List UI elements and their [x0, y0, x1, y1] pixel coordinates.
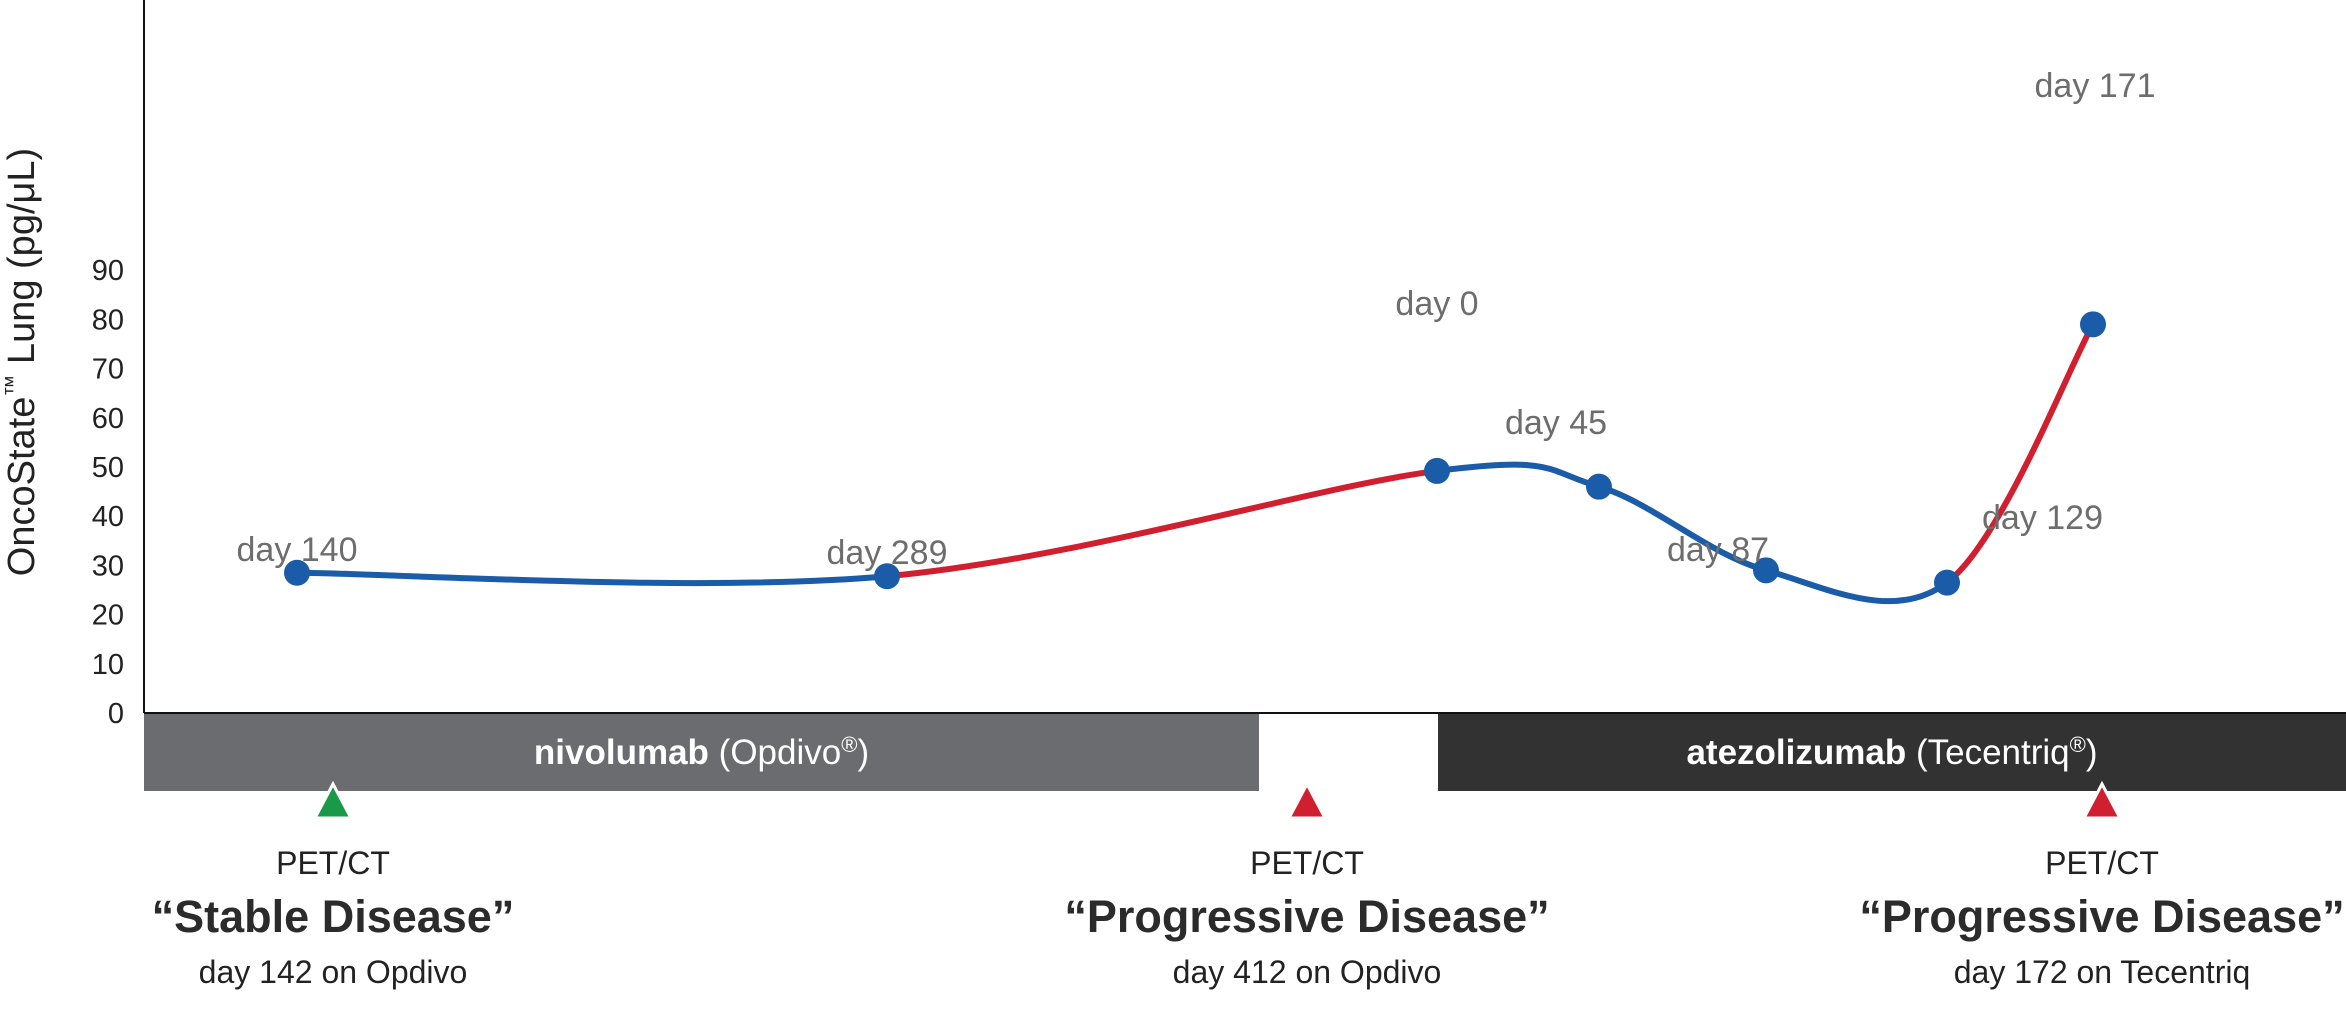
data-points: day 140 day 289 day 0 day 45 day 87 day 129 da…: [237, 67, 2156, 596]
y-axis-label-main: OncoState: [1, 397, 43, 577]
scan-marker-triangle: [1286, 780, 1328, 820]
data-point: [2080, 311, 2106, 338]
line-segment: [884, 467, 1440, 580]
brand-close: ): [857, 733, 869, 772]
treatment-label: nivolumab (Opdivo®): [534, 732, 869, 772]
y-tick-label: 60: [92, 403, 124, 435]
treatment-label: atezolizumab (Tecentriq®): [1686, 732, 2097, 772]
registered-mark: ®: [841, 732, 857, 757]
brand-close: ): [2086, 733, 2098, 772]
data-point-label: day 140: [237, 531, 358, 569]
line-segment: [1434, 461, 1602, 490]
data-point-label: day 0: [1395, 285, 1478, 323]
y-tick-label: 80: [92, 304, 124, 336]
y-axis-label-tm: ™: [0, 375, 25, 397]
scan-modality: PET/CT: [1250, 845, 1364, 881]
y-tick-label: 10: [92, 649, 124, 681]
brand-name: (Opdivo: [709, 733, 841, 772]
line-segment: [294, 569, 890, 587]
line-segment: [1944, 321, 2096, 586]
scan-annotations: PET/CT “Stable Disease” day 142 on Opdivo P…: [152, 780, 2345, 990]
scan-detail: day 142 on Opdivo: [199, 954, 468, 990]
scan-marker-triangle: [2081, 780, 2123, 820]
drug-name: atezolizumab: [1686, 733, 1906, 772]
y-tick-label: 50: [92, 452, 124, 484]
data-point: [874, 563, 900, 590]
y-tick-label: 30: [92, 550, 124, 582]
data-point-label: day 45: [1505, 404, 1607, 442]
registered-mark: ®: [2070, 732, 2086, 757]
treatment-bar: [144, 714, 1259, 791]
data-point: [1753, 557, 1779, 584]
brand-name: (Tecentriq: [1906, 733, 2069, 772]
scan-detail: day 172 on Tecentriq: [1954, 954, 2251, 990]
treatment-bar: [1438, 714, 2346, 791]
line-segment: [1596, 483, 1769, 574]
scan-modality: PET/CT: [2045, 845, 2159, 881]
data-point: [1934, 569, 1960, 596]
scan-result: “Progressive Disease”: [1859, 891, 2344, 942]
scan-modality: PET/CT: [276, 845, 390, 881]
y-tick-label: 90: [92, 255, 124, 287]
scan-marker-triangle: [312, 780, 354, 820]
y-axis: 0 10 20 30 40 50 60 70 80 90: [92, 0, 2346, 730]
line-segment: [1763, 567, 1950, 605]
y-tick-label: 40: [92, 501, 124, 533]
trend-line: [294, 321, 2096, 605]
y-tick-label: 20: [92, 600, 124, 632]
scan-detail: day 412 on Opdivo: [1173, 954, 1442, 990]
data-point-label: day 289: [827, 534, 948, 572]
data-point-label: day 87: [1667, 531, 1769, 569]
data-point: [1424, 457, 1450, 484]
data-point: [284, 559, 310, 586]
y-tick-label: 0: [108, 698, 124, 730]
data-point: [1586, 473, 1612, 500]
scan-result: “Progressive Disease”: [1064, 891, 1549, 942]
data-point-label: day 129: [1982, 499, 2103, 537]
treatment-bars: nivolumab (Opdivo®) atezolizumab (Tecentr…: [144, 714, 2346, 791]
y-tick-label: 70: [92, 354, 124, 386]
drug-name: nivolumab: [534, 733, 709, 772]
y-axis-label: OncoState™ Lung (pg/μL): [0, 148, 43, 576]
data-point-label: day 171: [2035, 67, 2156, 105]
scan-result: “Stable Disease”: [152, 891, 515, 942]
y-axis-label-rest: Lung (pg/μL): [1, 148, 43, 375]
